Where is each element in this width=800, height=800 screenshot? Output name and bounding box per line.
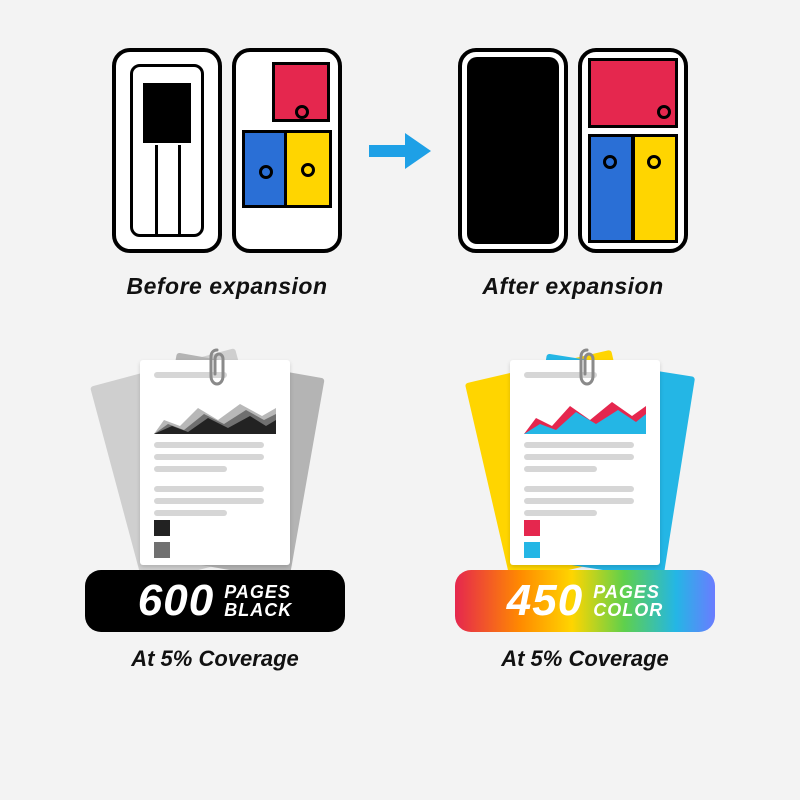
after-cartridges [458, 48, 688, 253]
inner-frame [130, 64, 204, 237]
black-yield-pill: 600 PAGES BLACK [85, 570, 345, 632]
color-yield-column: 450 PAGES COLOR At 5% Coverage [425, 358, 745, 672]
ink-port [295, 105, 309, 119]
black-doc-stack [90, 358, 340, 588]
after-black-cartridge [458, 48, 568, 253]
divider [155, 145, 158, 234]
legend-square [154, 520, 170, 536]
after-color-cartridge [578, 48, 688, 253]
divider [178, 145, 181, 234]
text-lines [524, 442, 646, 522]
ink-port [301, 163, 315, 177]
cyan-tank [242, 130, 290, 208]
pages-label: PAGES [593, 583, 663, 601]
magenta-tank [272, 62, 330, 122]
color-yield-pill: 450 PAGES COLOR [455, 570, 715, 632]
legend-square [524, 542, 540, 558]
ink-square [143, 83, 191, 143]
black-page-count: 600 [138, 576, 214, 626]
arrow-icon [360, 48, 440, 253]
expansion-row: Before expansion After expansion [0, 0, 800, 300]
paperclip-icon [578, 348, 596, 391]
color-doc-stack [460, 358, 710, 588]
full-ink [467, 57, 559, 244]
coverage-caption: At 5% Coverage [131, 646, 299, 672]
coverage-caption: At 5% Coverage [501, 646, 669, 672]
pages-label: PAGES [224, 583, 292, 601]
cyan-tank [588, 134, 634, 243]
paperclip-icon [208, 348, 226, 391]
black-pill-labels: PAGES BLACK [224, 583, 292, 619]
color-label: COLOR [593, 601, 663, 619]
yellow-tank [284, 130, 332, 208]
text-lines [154, 442, 276, 522]
color-chart [524, 390, 646, 434]
mono-chart [154, 390, 276, 434]
yield-row: 600 PAGES BLACK At 5% Coverage [0, 358, 800, 672]
before-black-cartridge [112, 48, 222, 253]
yellow-tank [632, 134, 678, 243]
magenta-tank [588, 58, 678, 128]
ink-port [259, 165, 273, 179]
ink-port [603, 155, 617, 169]
color-pill-labels: PAGES COLOR [593, 583, 663, 619]
after-caption: After expansion [482, 273, 663, 300]
ink-port [647, 155, 661, 169]
before-cartridges [112, 48, 342, 253]
ink-port [657, 105, 671, 119]
legend-square [154, 542, 170, 558]
after-column: After expansion [458, 48, 688, 300]
before-caption: Before expansion [127, 273, 328, 300]
color-label: BLACK [224, 601, 292, 619]
black-yield-column: 600 PAGES BLACK At 5% Coverage [55, 358, 375, 672]
before-column: Before expansion [112, 48, 342, 300]
color-page-count: 450 [507, 576, 583, 626]
before-color-cartridge [232, 48, 342, 253]
legend-square [524, 520, 540, 536]
